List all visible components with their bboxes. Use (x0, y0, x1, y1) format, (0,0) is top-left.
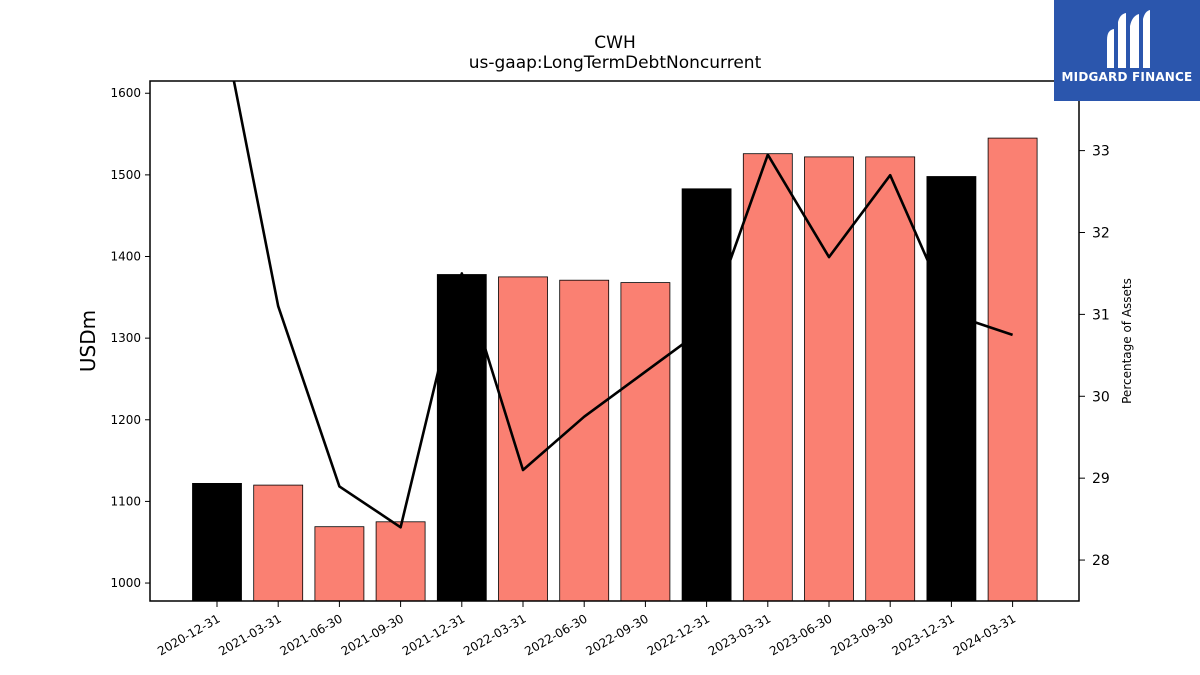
y2-axis-label: Percentage of Assets (1120, 278, 1134, 404)
x-tick-label: 2021-06-30 (277, 611, 344, 658)
plot-frame (149, 80, 1080, 602)
bar-2021-06-30 (314, 526, 365, 602)
x-tick-label: 2022-06-30 (522, 611, 589, 658)
x-tick-label: 2022-09-30 (583, 611, 650, 658)
x-tick-label: 2022-12-31 (645, 611, 712, 658)
y-axis-label: USDm (76, 310, 100, 372)
x-tick-label: 2020-12-31 (155, 611, 222, 658)
bar-2023-09-30 (865, 156, 916, 602)
y-tick-label: 1600 (110, 86, 141, 100)
x-tick-label: 2023-03-31 (706, 611, 773, 658)
y-tick-label: 1000 (110, 576, 141, 590)
chart-subtitle: us-gaap:LongTermDebtNoncurrent (469, 53, 762, 73)
bar-2022-03-31 (498, 276, 548, 602)
x-axis: 2020-12-312021-03-312021-06-302021-09-30… (155, 601, 1018, 658)
y2-tick-label: 31 (1092, 307, 1110, 323)
y2-tick-label: 29 (1092, 471, 1110, 487)
bar-2023-12-31 (926, 176, 977, 602)
y-axis-right: 28 29 30 31 32 33 (1079, 144, 1110, 569)
bar-2024-03-31 (987, 137, 1038, 602)
bar-2023-03-31 (742, 153, 793, 602)
pct-of-assets-line (232, 81, 1014, 529)
x-tick-label: 2021-03-31 (216, 611, 283, 658)
y2-tick-label: 30 (1092, 389, 1110, 405)
midgard-logo-icon (1107, 10, 1150, 68)
y2-tick-label: 32 (1092, 225, 1110, 241)
logo-text: MIDGARD FINANCE (1061, 70, 1193, 84)
y-axis-left: 1000 1100 1200 1300 1400 1500 1600 (110, 86, 150, 590)
pct-line-layer (232, 81, 1014, 529)
y-tick-label: 1400 (110, 250, 141, 264)
y-tick-label: 1500 (110, 168, 141, 182)
bar-2021-09-30 (375, 521, 426, 602)
y2-tick-label: 28 (1092, 553, 1110, 569)
midgard-finance-logo: MIDGARD FINANCE (1054, 0, 1200, 101)
bar-2022-09-30 (620, 282, 671, 602)
bar-2022-06-30 (559, 279, 610, 602)
bar-2020-12-31 (192, 482, 242, 602)
x-tick-label: 2023-12-31 (889, 611, 956, 658)
x-tick-label: 2023-06-30 (767, 611, 834, 658)
y-tick-label: 1100 (110, 494, 141, 508)
x-tick-label: 2023-09-30 (828, 611, 895, 658)
bar-2021-12-31 (436, 274, 487, 602)
x-tick-label: 2024-03-31 (951, 611, 1018, 658)
x-tick-label: 2021-12-31 (400, 611, 467, 658)
chart-title: CWH (594, 33, 635, 53)
bars (192, 137, 1038, 602)
x-tick-label: 2021-09-30 (339, 611, 406, 658)
bar-2022-12-31 (681, 188, 732, 602)
y-tick-label: 1300 (110, 331, 141, 345)
y-tick-label: 1200 (110, 413, 141, 427)
bar-2021-03-31 (253, 484, 304, 602)
y2-tick-label: 33 (1092, 144, 1110, 160)
x-tick-label: 2022-03-31 (461, 611, 528, 658)
bar-2023-06-30 (804, 156, 854, 602)
